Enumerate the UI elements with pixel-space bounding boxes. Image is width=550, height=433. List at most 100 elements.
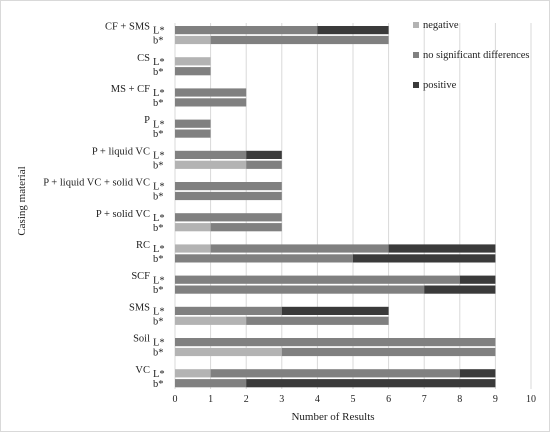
bar-label-cf-plus-sms-l-star: L* <box>153 26 165 37</box>
legend-swatch-negative <box>413 22 419 28</box>
bar-p-l-star-no-significant-differences <box>175 119 211 128</box>
bar-p-plus-liquid-vc-b-star-no-significant-differences <box>246 160 282 169</box>
legend: negative no significant differences positi… <box>413 20 530 91</box>
bar-p-plus-solid-vc-b-star-negative <box>175 223 211 232</box>
bar-p-b-star-no-significant-differences <box>175 129 211 138</box>
group-label-p-plus-solid-vc: P + solid VC <box>96 209 150 220</box>
bar-sms-l-star-no-significant-differences <box>175 306 282 315</box>
bar-label-soil-b-star: b* <box>153 348 164 359</box>
bar-rc-b-star-positive <box>353 254 496 263</box>
x-tick-1: 1 <box>208 394 213 405</box>
group-label-scf: SCF <box>131 271 150 282</box>
bar-scf-l-star-positive <box>459 275 496 284</box>
x-tick-4: 4 <box>315 394 320 405</box>
group-label-p-plus-liquid-vc-plus-solid-vc: P + liquid VC + solid VC <box>43 178 150 189</box>
bar-rc-b-star-no-significant-differences <box>175 254 353 263</box>
bar-scf-b-star-positive <box>424 285 496 294</box>
bar-label-rc-l-star: L* <box>153 244 165 255</box>
bar-p-plus-solid-vc-l-star-no-significant-differences <box>175 213 282 222</box>
bar-label-ms-plus-cf-b-star: b* <box>153 98 164 109</box>
bar-label-cs-l-star: L* <box>153 57 165 68</box>
group-label-rc: RC <box>136 240 150 251</box>
grid-lines <box>174 23 532 389</box>
bar-label-cf-plus-sms-b-star: b* <box>153 36 164 47</box>
bar-p-plus-liquid-vc-plus-solid-vc-l-star-no-significant-differences <box>175 182 282 191</box>
bar-soil-b-star-no-significant-differences <box>281 347 496 357</box>
bar-label-p-plus-liquid-vc-plus-solid-vc-b-star: b* <box>153 192 164 203</box>
bar-vc-b-star-no-significant-differences <box>175 379 247 388</box>
bar-p-plus-solid-vc-b-star-no-significant-differences <box>210 223 282 232</box>
bars <box>175 26 496 388</box>
bar-soil-b-star-negative <box>175 347 282 357</box>
x-tick-10: 10 <box>526 394 536 405</box>
group-label-soil: Soil <box>133 334 150 345</box>
bar-label-p-plus-solid-vc-l-star: L* <box>153 213 165 224</box>
x-tick-5: 5 <box>351 394 356 405</box>
bar-label-ms-plus-cf-l-star: L* <box>153 88 165 99</box>
bar-sms-b-star-negative <box>175 316 247 325</box>
bar-label-vc-b-star: b* <box>153 379 164 390</box>
bar-p-plus-liquid-vc-b-star-negative <box>175 160 247 169</box>
x-tick-6: 6 <box>386 394 391 405</box>
bar-cf-plus-sms-l-star-positive <box>317 26 389 35</box>
bar-scf-l-star-no-significant-differences <box>175 275 460 284</box>
x-tick-0: 0 <box>173 394 178 405</box>
group-label-vc: VC <box>135 365 150 376</box>
bar-sms-l-star-positive <box>281 306 389 315</box>
bar-cs-b-star-no-significant-differences <box>175 67 211 76</box>
bar-p-plus-liquid-vc-plus-solid-vc-b-star-no-significant-differences <box>175 191 282 201</box>
group-label-p: P <box>144 115 150 126</box>
x-tick-7: 7 <box>422 394 427 405</box>
bar-ms-plus-cf-b-star-no-significant-differences <box>175 98 247 107</box>
bar-label-p-b-star: b* <box>153 129 164 140</box>
bar-label-scf-l-star: L* <box>153 275 165 286</box>
group-label-cs: CS <box>137 53 150 64</box>
bar-vc-l-star-no-significant-differences <box>210 369 460 378</box>
legend-label-negative: negative <box>423 20 459 31</box>
bar-rc-l-star-positive <box>388 244 496 253</box>
x-tick-labels: 0 1 2 3 4 5 6 7 8 9 10 <box>173 394 537 405</box>
bar-vc-b-star-positive <box>246 379 496 388</box>
bar-soil-l-star-no-significant-differences <box>175 338 496 347</box>
bar-label-p-plus-solid-vc-b-star: b* <box>153 223 164 234</box>
bar-sms-b-star-no-significant-differences <box>246 316 389 325</box>
bar-label-cs-b-star: b* <box>153 67 164 78</box>
bar-label-rc-b-star: b* <box>153 254 164 265</box>
group-label-p-plus-liquid-vc: P + liquid VC <box>92 146 150 157</box>
bar-cf-plus-sms-l-star-no-significant-differences <box>175 26 318 35</box>
x-tick-3: 3 <box>279 394 284 405</box>
group-label-ms-plus-cf: MS + CF <box>111 84 150 95</box>
bar-label-p-plus-liquid-vc-plus-solid-vc-l-star: L* <box>153 182 165 193</box>
bar-vc-l-star-negative <box>175 369 211 378</box>
bar-label-p-plus-liquid-vc-l-star: L* <box>153 151 165 162</box>
bar-label-p-l-star: L* <box>153 119 165 130</box>
category-labels: CF + SMS L*b*CS L*b*MS + CF L*b*P L*b*P + li… <box>43 22 164 390</box>
x-tick-9: 9 <box>493 394 498 405</box>
legend-swatch-no-significant-differences <box>413 52 419 58</box>
legend-label-positive: positive <box>423 80 457 91</box>
group-label-sms: SMS <box>129 302 150 313</box>
x-tick-2: 2 <box>244 394 249 405</box>
bar-label-scf-b-star: b* <box>153 285 164 296</box>
x-axis-title: Number of Results <box>291 411 374 423</box>
bar-label-soil-l-star: L* <box>153 338 165 349</box>
bar-rc-l-star-no-significant-differences <box>210 244 389 253</box>
x-tick-8: 8 <box>457 394 462 405</box>
legend-swatch-positive <box>413 82 419 88</box>
bar-label-sms-l-star: L* <box>153 307 165 318</box>
bar-cf-plus-sms-b-star-no-significant-differences <box>210 35 389 45</box>
bar-label-p-plus-liquid-vc-b-star: b* <box>153 160 164 171</box>
bar-p-plus-liquid-vc-l-star-no-significant-differences <box>175 150 247 159</box>
bar-vc-l-star-positive <box>459 369 496 378</box>
bar-scf-b-star-no-significant-differences <box>175 285 425 294</box>
bar-cs-l-star-negative <box>175 57 211 66</box>
bar-p-plus-liquid-vc-l-star-positive <box>246 150 282 159</box>
y-axis-title: Casing material <box>16 166 28 235</box>
bar-label-vc-l-star: L* <box>153 369 165 380</box>
bar-cf-plus-sms-b-star-negative <box>175 35 211 45</box>
group-label-cf-plus-sms: CF + SMS <box>105 22 150 33</box>
bar-rc-l-star-negative <box>175 244 211 253</box>
bar-label-sms-b-star: b* <box>153 316 164 327</box>
